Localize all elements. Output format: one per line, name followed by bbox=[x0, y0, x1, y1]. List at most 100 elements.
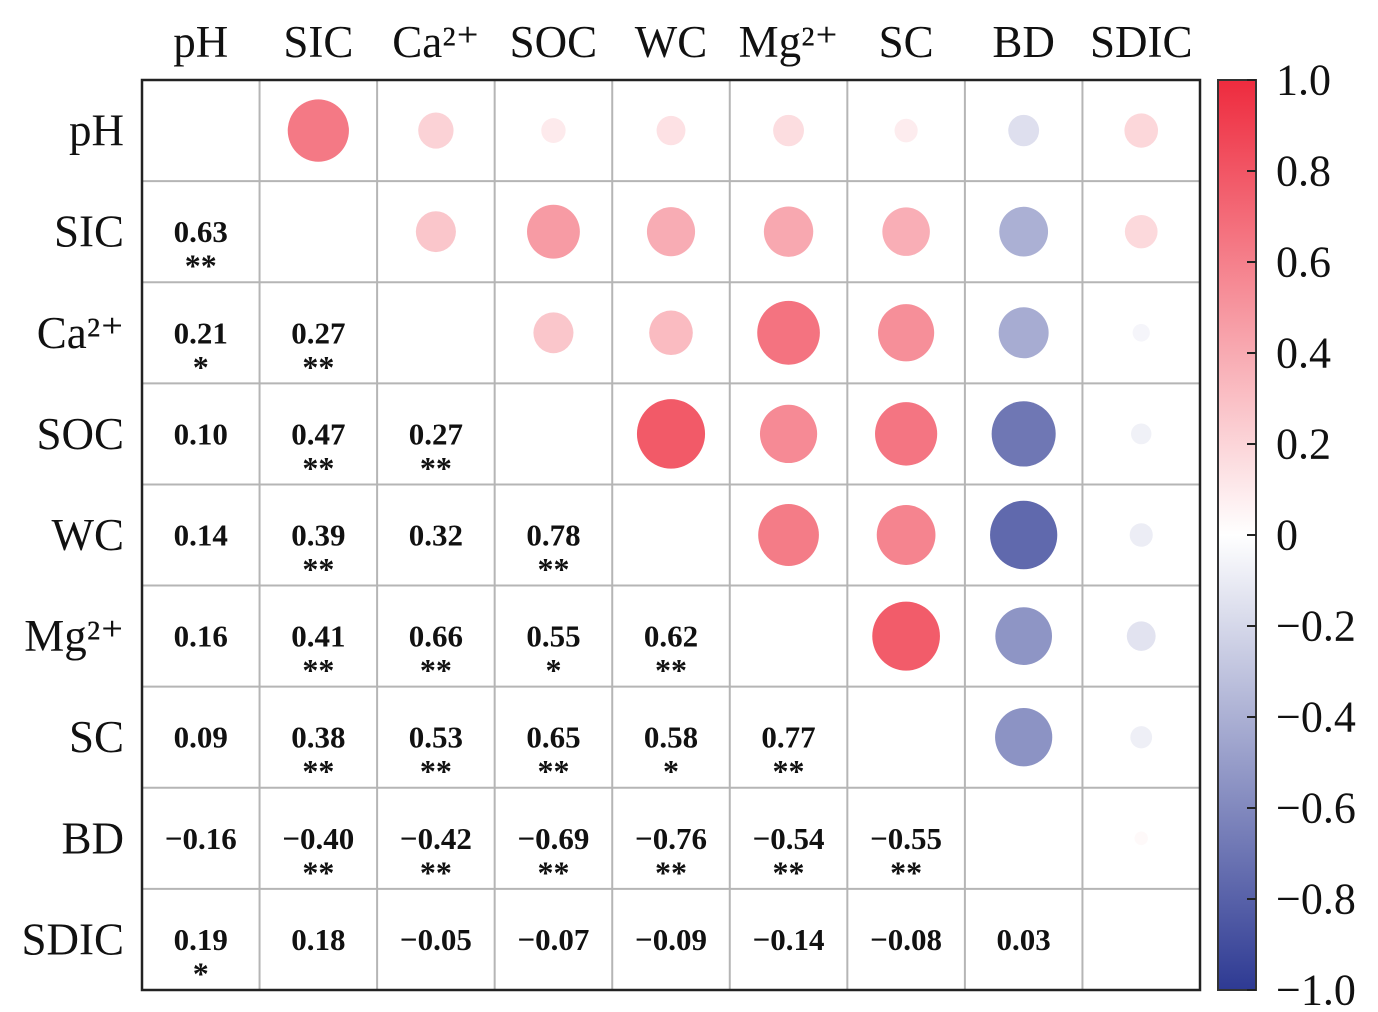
correlation-value: 0.62 bbox=[644, 619, 698, 654]
correlation-circle bbox=[995, 607, 1052, 666]
row-label: BD bbox=[61, 813, 124, 863]
correlation-values: 0.63**0.21*0.27**0.10 0.47**0.27**0.14 0.3… bbox=[165, 214, 1051, 991]
significance-mark: ** bbox=[420, 753, 452, 789]
correlation-value: 0.09 bbox=[174, 720, 228, 755]
correlation-value: 0.27 bbox=[409, 416, 463, 451]
correlation-circle bbox=[1130, 726, 1153, 749]
correlation-circle bbox=[1008, 114, 1040, 147]
correlation-circle bbox=[646, 207, 696, 257]
significance-mark: ** bbox=[302, 450, 334, 486]
correlation-circle bbox=[882, 207, 930, 256]
significance-mark: ** bbox=[185, 248, 217, 284]
colorbar-tick-label: 1.0 bbox=[1276, 56, 1331, 105]
significance-mark: ** bbox=[537, 551, 569, 587]
column-label: BD bbox=[992, 17, 1055, 67]
significance-mark: ** bbox=[420, 854, 452, 890]
correlation-circle bbox=[656, 115, 686, 146]
column-label: Ca²⁺ bbox=[392, 17, 479, 67]
correlation-value: 0.03 bbox=[997, 922, 1051, 957]
correlation-value: −0.55 bbox=[870, 821, 942, 856]
correlation-circle bbox=[287, 99, 349, 162]
row-label: WC bbox=[52, 510, 125, 560]
correlation-circle bbox=[990, 500, 1058, 570]
correlation-value: 0.19 bbox=[174, 922, 228, 957]
significance-mark: ** bbox=[655, 652, 687, 688]
correlation-circle bbox=[527, 204, 580, 259]
correlation-value: 0.66 bbox=[409, 619, 463, 654]
correlation-circle bbox=[773, 114, 804, 147]
correlation-value: 0.38 bbox=[291, 720, 345, 755]
correlation-value: 0.39 bbox=[291, 518, 345, 553]
correlation-value: 0.32 bbox=[409, 518, 463, 553]
correlation-value: −0.08 bbox=[870, 922, 942, 957]
correlation-circle bbox=[1124, 113, 1159, 148]
correlation-circle bbox=[998, 307, 1049, 359]
correlation-value: −0.07 bbox=[517, 922, 589, 957]
correlation-value: 0.63 bbox=[174, 214, 228, 249]
colorbar-tick-label: −0.8 bbox=[1276, 875, 1356, 924]
significance-mark: ** bbox=[302, 854, 334, 890]
colorbar-tick-label: 0.6 bbox=[1276, 238, 1331, 287]
correlation-circle bbox=[894, 118, 918, 143]
significance-mark: ** bbox=[655, 854, 687, 890]
correlation-value: 0.16 bbox=[174, 619, 228, 654]
correlation-value: 0.21 bbox=[174, 315, 228, 350]
correlation-value: −0.16 bbox=[165, 821, 237, 856]
correlation-circle bbox=[1126, 621, 1156, 651]
correlation-value: 0.65 bbox=[526, 720, 580, 755]
column-label: WC bbox=[635, 17, 708, 67]
significance-mark: ** bbox=[302, 551, 334, 587]
correlation-value: −0.05 bbox=[400, 922, 472, 957]
correlation-value: −0.40 bbox=[282, 821, 354, 856]
correlation-value: 0.53 bbox=[409, 720, 463, 755]
significance-mark: * bbox=[193, 349, 209, 385]
correlation-circle bbox=[1134, 831, 1148, 846]
colorbar-tick-label: −0.2 bbox=[1276, 602, 1356, 651]
colorbar-tick-label: 0.2 bbox=[1276, 420, 1331, 469]
correlation-circle bbox=[876, 505, 936, 565]
correlation-value: 0.47 bbox=[291, 416, 345, 451]
correlation-circle bbox=[636, 399, 706, 469]
correlation-circle bbox=[1124, 214, 1158, 249]
significance-mark: ** bbox=[537, 753, 569, 789]
correlation-circle bbox=[418, 112, 454, 149]
colorbar-tick-label: 0.4 bbox=[1276, 329, 1331, 378]
correlation-circle bbox=[1132, 323, 1150, 342]
matrix-frame bbox=[140, 78, 1202, 992]
correlation-circles bbox=[287, 99, 1159, 846]
row-label: Mg²⁺ bbox=[24, 611, 124, 661]
correlation-circle bbox=[875, 402, 938, 466]
colorbar-tick-label: −1.0 bbox=[1276, 966, 1356, 1012]
colorbar-tick-label: −0.6 bbox=[1276, 784, 1356, 833]
correlation-value: −0.76 bbox=[635, 821, 707, 856]
correlation-value: −0.14 bbox=[753, 922, 825, 957]
significance-mark: ** bbox=[420, 652, 452, 688]
row-label: SC bbox=[69, 712, 124, 762]
correlation-value: 0.41 bbox=[291, 619, 345, 654]
correlation-value: −0.09 bbox=[635, 922, 707, 957]
significance-mark: ** bbox=[773, 854, 805, 890]
correlation-circle bbox=[999, 206, 1049, 257]
correlation-value: −0.54 bbox=[753, 821, 825, 856]
row-label: SIC bbox=[54, 207, 124, 257]
significance-mark: ** bbox=[420, 450, 452, 486]
correlation-value: 0.55 bbox=[526, 619, 580, 654]
correlation-value: 0.78 bbox=[526, 518, 580, 553]
significance-mark: ** bbox=[302, 652, 334, 688]
row-label: SOC bbox=[36, 409, 124, 459]
correlation-value: 0.18 bbox=[291, 922, 345, 957]
correlation-value: 0.77 bbox=[761, 720, 815, 755]
correlation-value: 0.27 bbox=[291, 315, 345, 350]
column-label: SOC bbox=[510, 17, 598, 67]
significance-mark: ** bbox=[773, 753, 805, 789]
column-label: SDIC bbox=[1090, 17, 1193, 67]
column-label: SC bbox=[879, 17, 934, 67]
correlation-value: 0.14 bbox=[174, 518, 228, 553]
matrix-grid bbox=[140, 78, 1202, 992]
colorbar: 1.0 0.8 0.6 0.4 0.2 0 −0.2 −0.4 −0.6 −0.8 −1.0 bbox=[1217, 56, 1356, 1012]
variable-labels: pH pH SIC SIC Ca²⁺ Ca²⁺ SOC SOC WC WC Mg²⁺ Mg²⁺ SC SC… bbox=[21, 17, 1192, 964]
correlation-circle bbox=[995, 708, 1053, 767]
correlation-circle bbox=[1129, 523, 1153, 547]
significance-mark: ** bbox=[302, 349, 334, 385]
column-label: pH bbox=[173, 17, 228, 67]
